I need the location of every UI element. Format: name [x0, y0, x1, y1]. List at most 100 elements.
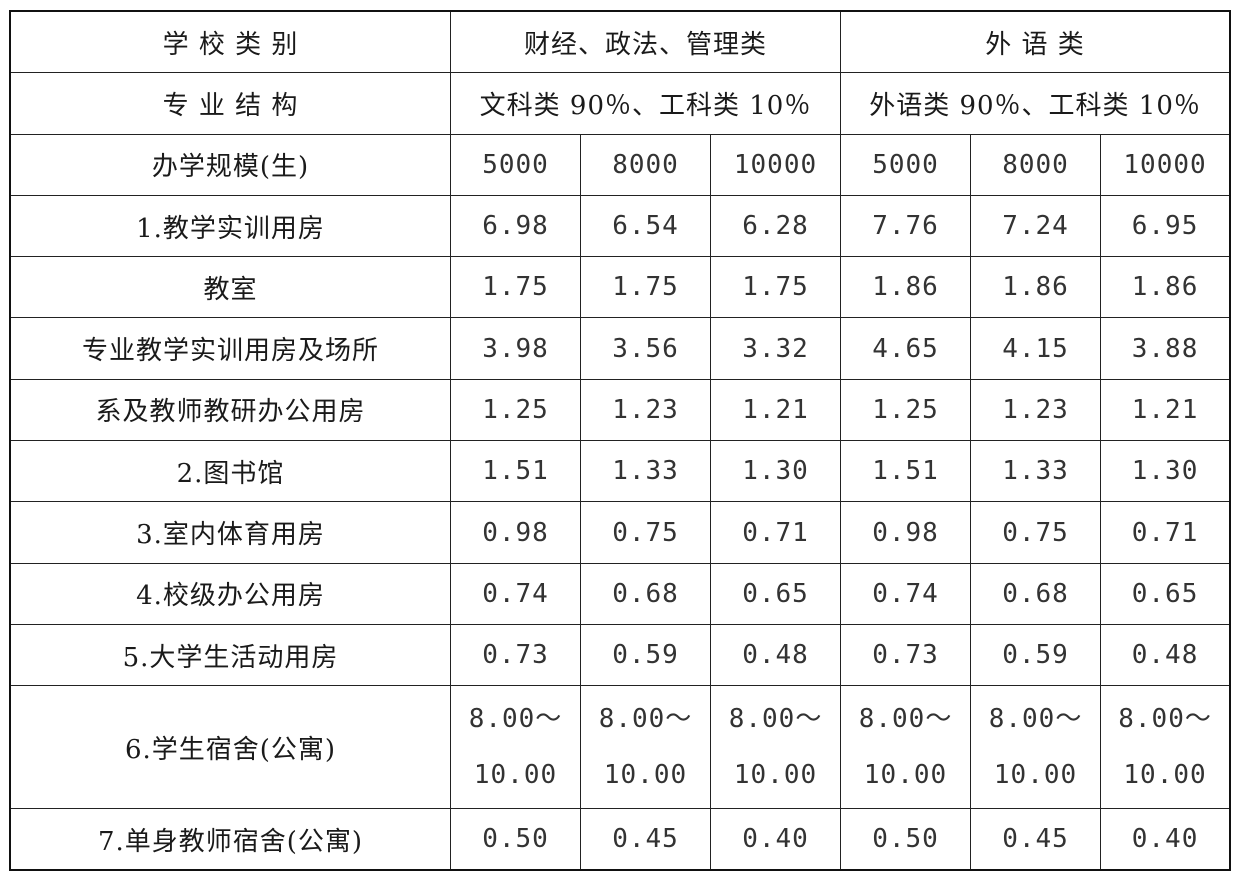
value-cell: 0.65 [709, 562, 842, 625]
value-cell: 4.65 [840, 317, 972, 380]
row-label: 2.图书馆 [10, 440, 451, 503]
value-range-end: 10.00 [473, 760, 558, 791]
value-cell: 0.48 [709, 623, 842, 687]
value-cell: 0.71 [709, 501, 842, 564]
value-cell: 8.00～ 10.00 [840, 685, 972, 809]
value-cell: 1.75 [450, 256, 581, 319]
value-cell: 1.30 [709, 440, 842, 503]
scale-cell: 8000 [970, 133, 1102, 196]
value-cell: 0.73 [840, 623, 972, 687]
scale-cell: 10000 [1100, 133, 1231, 196]
value-range-start: 8.00～ [988, 704, 1083, 735]
value-cell: 1.75 [709, 256, 842, 319]
value-cell: 0.40 [709, 807, 842, 871]
value-cell: 0.50 [450, 807, 581, 871]
value-cell: 3.56 [580, 317, 711, 380]
value-range-start: 8.00～ [1118, 704, 1212, 735]
header-row-school-category: 学 校 类 别 财经、政法、管理类 外 语 类 [10, 10, 1231, 74]
value-cell: 7.24 [970, 194, 1102, 258]
value-range-start: 8.00～ [468, 704, 563, 735]
value-range-start: 8.00～ [728, 704, 823, 735]
row-label: 教室 [10, 256, 451, 319]
table-row: 6.学生宿舍(公寓) 8.00～ 10.00 8.00～ 10.00 8.00～ 10… [10, 685, 1231, 809]
value-range-end: 10.00 [603, 760, 688, 791]
value-range-end: 10.00 [733, 760, 818, 791]
value-cell: 0.75 [580, 501, 711, 564]
value-cell: 0.74 [450, 562, 581, 625]
value-cell: 1.23 [580, 378, 711, 442]
row-label: 7.单身教师宿舍(公寓) [10, 807, 451, 871]
value-cell: 1.23 [970, 378, 1102, 442]
value-cell: 0.98 [450, 501, 581, 564]
value-cell: 6.54 [580, 194, 711, 258]
value-cell: 1.21 [1100, 378, 1231, 442]
table-row: 3.室内体育用房 0.98 0.75 0.71 0.98 0.75 0.71 [10, 501, 1231, 564]
value-cell: 0.48 [1100, 623, 1231, 687]
row-label: 专业教学实训用房及场所 [10, 317, 451, 380]
value-cell: 4.15 [970, 317, 1102, 380]
value-cell: 8.00～ 10.00 [580, 685, 711, 809]
value-range-start: 8.00～ [598, 704, 693, 735]
scale-header: 办学规模(生) [10, 133, 451, 196]
value-cell: 3.32 [709, 317, 842, 380]
value-cell: 1.86 [970, 256, 1102, 319]
value-cell: 7.76 [840, 194, 972, 258]
value-cell: 0.59 [970, 623, 1102, 687]
value-cell: 1.25 [450, 378, 581, 442]
table-row: 2.图书馆 1.51 1.33 1.30 1.51 1.33 1.30 [10, 440, 1231, 503]
major-structure-header: 专 业 结 构 [10, 72, 451, 135]
school-category-header: 学 校 类 别 [10, 10, 451, 74]
value-cell: 6.95 [1100, 194, 1231, 258]
value-cell: 8.00～ 10.00 [970, 685, 1102, 809]
row-label: 系及教师教研办公用房 [10, 378, 451, 442]
value-cell: 6.28 [709, 194, 842, 258]
category-a-header: 财经、政法、管理类 [449, 10, 842, 74]
value-cell: 1.86 [840, 256, 972, 319]
value-cell: 0.50 [840, 807, 972, 871]
value-cell: 0.98 [840, 501, 972, 564]
row-label: 3.室内体育用房 [10, 501, 451, 564]
table-row: 4.校级办公用房 0.74 0.68 0.65 0.74 0.68 0.65 [10, 562, 1231, 625]
value-cell: 1.51 [450, 440, 581, 503]
value-cell: 1.33 [970, 440, 1102, 503]
value-cell: 0.71 [1100, 501, 1231, 564]
value-cell: 0.65 [1100, 562, 1231, 625]
table-row: 专业教学实训用房及场所 3.98 3.56 3.32 4.65 4.15 3.8… [10, 317, 1231, 380]
value-cell: 3.88 [1100, 317, 1231, 380]
scale-cell: 5000 [840, 133, 972, 196]
scale-cell: 10000 [709, 133, 842, 196]
value-cell: 0.45 [970, 807, 1102, 871]
value-cell: 8.00～ 10.00 [1100, 685, 1231, 809]
value-cell: 0.40 [1100, 807, 1231, 871]
row-label: 5.大学生活动用房 [10, 623, 451, 687]
area-indicator-table: 学 校 类 别 财经、政法、管理类 外 语 类 专 业 结 构 文科类 90％、… [8, 9, 1232, 872]
value-cell: 3.98 [450, 317, 581, 380]
value-range-end: 10.00 [993, 760, 1078, 791]
value-cell: 6.98 [450, 194, 581, 258]
row-label: 1.教学实训用房 [10, 194, 451, 258]
category-b-header: 外 语 类 [840, 10, 1231, 74]
value-cell: 1.75 [580, 256, 711, 319]
row-label: 6.学生宿舍(公寓) [10, 685, 451, 809]
value-cell: 1.30 [1100, 440, 1231, 503]
scale-cell: 8000 [580, 133, 711, 196]
table-row: 1.教学实训用房 6.98 6.54 6.28 7.76 7.24 6.95 [10, 194, 1231, 258]
value-cell: 1.21 [709, 378, 842, 442]
value-cell: 0.68 [970, 562, 1102, 625]
major-a-header: 文科类 90％、工科类 10％ [449, 72, 842, 135]
value-cell: 1.86 [1100, 256, 1231, 319]
header-row-scale: 办学规模(生) 5000 8000 10000 5000 8000 10000 [10, 133, 1231, 196]
value-cell: 0.73 [450, 623, 581, 687]
table-row: 系及教师教研办公用房 1.25 1.23 1.21 1.25 1.23 1.21 [10, 378, 1231, 442]
header-row-major-structure: 专 业 结 构 文科类 90％、工科类 10％ 外语类 90％、工科类 10％ [10, 72, 1231, 135]
value-cell: 1.51 [840, 440, 972, 503]
value-range-end: 10.00 [863, 760, 948, 791]
value-range-start: 8.00～ [858, 704, 953, 735]
value-cell: 0.74 [840, 562, 972, 625]
table-row: 7.单身教师宿舍(公寓) 0.50 0.45 0.40 0.50 0.45 0.… [10, 807, 1231, 871]
value-cell: 1.25 [840, 378, 972, 442]
table-row: 教室 1.75 1.75 1.75 1.86 1.86 1.86 [10, 256, 1231, 319]
scale-cell: 5000 [450, 133, 581, 196]
value-cell: 1.33 [580, 440, 711, 503]
value-range-end: 10.00 [1123, 760, 1207, 791]
